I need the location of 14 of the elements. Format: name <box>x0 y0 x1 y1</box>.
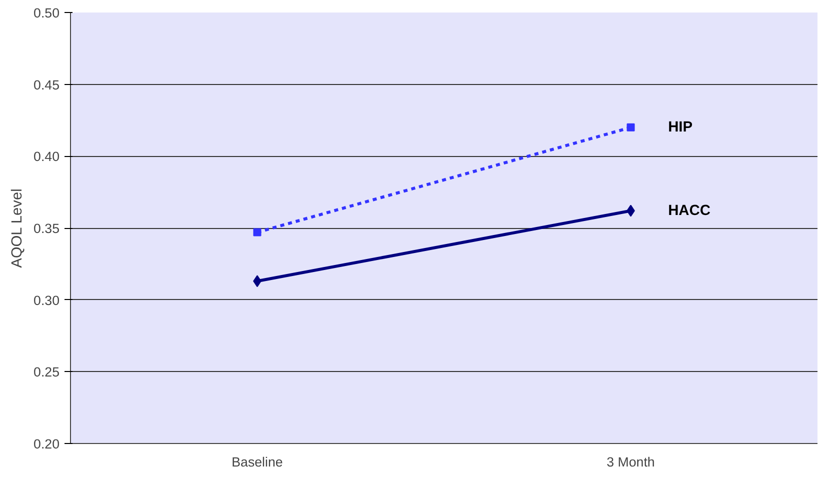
y-axis-title: AQOL Level <box>10 188 26 268</box>
x-tick-label: Baseline <box>232 454 283 470</box>
y-tick-label: 0.25 <box>34 364 60 380</box>
text: HACC <box>668 202 711 219</box>
y-tick-label: 0.40 <box>34 149 60 164</box>
y-tick-label: 0.50 <box>34 6 60 20</box>
y-tick-label: 0.45 <box>34 77 60 92</box>
point <box>626 123 635 132</box>
y-tick-label: 0.30 <box>34 292 60 308</box>
y-tick-label: 0.20 <box>34 436 60 452</box>
text: HIP <box>668 119 693 136</box>
y-tick-label: 0.35 <box>34 221 60 236</box>
point <box>253 228 262 236</box>
x-tick-label: 3 Month <box>606 454 655 470</box>
